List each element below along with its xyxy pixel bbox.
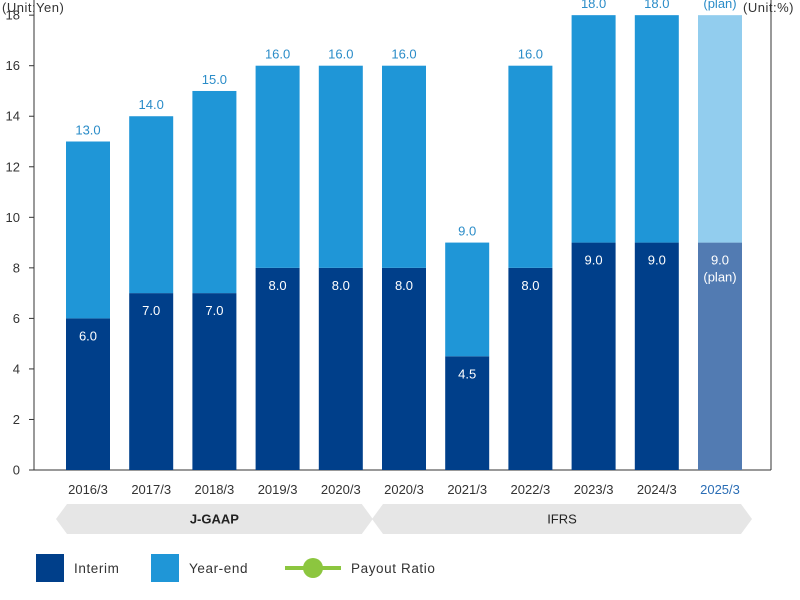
bar-interim	[698, 242, 742, 470]
data-label-interim: 9.0	[648, 253, 666, 268]
x-tick-label: 2019/3	[258, 482, 298, 497]
data-label-total: 13.0	[75, 123, 100, 138]
x-tick-label: 2018/3	[195, 482, 235, 497]
y-tick-label: 14	[6, 109, 20, 124]
data-label-total: 14.0	[139, 97, 164, 112]
data-label-interim: 6.0	[79, 328, 97, 343]
bar-year-end	[634, 15, 679, 243]
data-label-interim: 9.0	[585, 253, 603, 268]
bar-year-end	[382, 65, 426, 268]
accounting-standard-band	[56, 504, 373, 534]
legend: Interim Year-end Payout Ratio	[0, 554, 800, 584]
legend-item-interim: Interim	[36, 554, 119, 582]
x-tick-label: 2016/3	[68, 482, 108, 497]
data-label-interim: 8.0	[395, 278, 413, 293]
data-label-total: 18.0	[581, 0, 606, 11]
y-tick-label: 12	[6, 159, 20, 174]
accounting-standard-band	[372, 504, 752, 534]
bar-interim	[66, 318, 110, 470]
bar-year-end	[698, 15, 742, 243]
x-tick-label: 2023/3	[574, 482, 614, 497]
x-tick-label: 2025/3	[700, 482, 740, 497]
data-label-total: 15.0	[202, 72, 227, 87]
left-axis-unit: (Unit:Yen)	[2, 0, 65, 15]
bar-interim	[634, 242, 679, 470]
x-tick-label: 2024/3	[637, 482, 677, 497]
legend-item-payout-ratio: Payout Ratio	[285, 554, 436, 582]
bar-interim	[192, 293, 237, 470]
data-label-interim: 4.5	[458, 366, 476, 381]
data-label-total: 18.0	[644, 0, 669, 11]
legend-label-year-end: Year-end	[189, 560, 249, 576]
bar-year-end	[129, 116, 174, 294]
bar-year-end	[318, 65, 363, 268]
data-label-interim: 8.0	[269, 278, 287, 293]
legend-label-interim: Interim	[74, 560, 120, 576]
bar-year-end	[255, 65, 300, 268]
accounting-standard-label: J-GAAP	[190, 512, 239, 527]
bar-interim	[255, 267, 300, 470]
data-label-total: 9.0	[458, 224, 476, 239]
bar-year-end	[192, 90, 237, 294]
legend-swatch-year-end	[151, 554, 179, 582]
y-tick-label: 0	[13, 463, 20, 478]
data-label-interim: 8.0	[332, 278, 350, 293]
dividend-chart: 0 2 4 6 8 10 12 14 16 18 6.0 13.0 2016/3 7.0 14.0 2017/…	[6, 0, 772, 534]
y-tick-label: 8	[13, 260, 20, 275]
y-tick-label: 16	[6, 58, 20, 73]
x-tick-label: 2017/3	[131, 482, 171, 497]
data-label-total: 18.0(plan)	[703, 0, 736, 11]
x-tick-label: 2022/3	[511, 482, 551, 497]
data-label-interim: 8.0	[521, 278, 539, 293]
bar-interim	[382, 267, 426, 470]
bar-interim	[129, 293, 174, 470]
data-label-interim: 7.0	[142, 303, 160, 318]
x-tick-label: 2020/3	[384, 482, 424, 497]
y-tick-label: 10	[6, 210, 20, 225]
data-label-total: 16.0	[265, 47, 290, 62]
accounting-standard-label: IFRS	[547, 512, 577, 527]
x-tick-label: 2020/3	[321, 482, 361, 497]
right-axis-unit: (Unit:%)	[743, 0, 794, 15]
y-tick-label: 18	[6, 8, 20, 23]
legend-label-payout-ratio: Payout Ratio	[351, 560, 436, 576]
x-tick-label: 2021/3	[447, 482, 487, 497]
bar-interim	[508, 267, 553, 470]
data-label-interim: 7.0	[205, 303, 223, 318]
legend-item-year-end: Year-end	[151, 554, 248, 582]
legend-swatch-payout-ratio	[285, 558, 341, 578]
data-label-total: 16.0	[328, 47, 353, 62]
data-label-interim: 9.0 (plan)	[703, 253, 736, 285]
bar-year-end	[66, 141, 110, 319]
bar-year-end	[445, 242, 490, 357]
legend-swatch-interim	[36, 554, 64, 582]
bar-interim	[571, 242, 616, 470]
data-label-total: 16.0	[391, 47, 416, 62]
y-tick-label: 4	[13, 361, 20, 376]
y-tick-label: 2	[13, 412, 20, 427]
bar-interim	[318, 267, 363, 470]
bar-year-end	[571, 15, 616, 243]
data-label-total: 16.0	[518, 47, 543, 62]
y-tick-label: 6	[13, 311, 20, 326]
bar-interim	[445, 356, 490, 470]
bar-year-end	[508, 65, 553, 268]
